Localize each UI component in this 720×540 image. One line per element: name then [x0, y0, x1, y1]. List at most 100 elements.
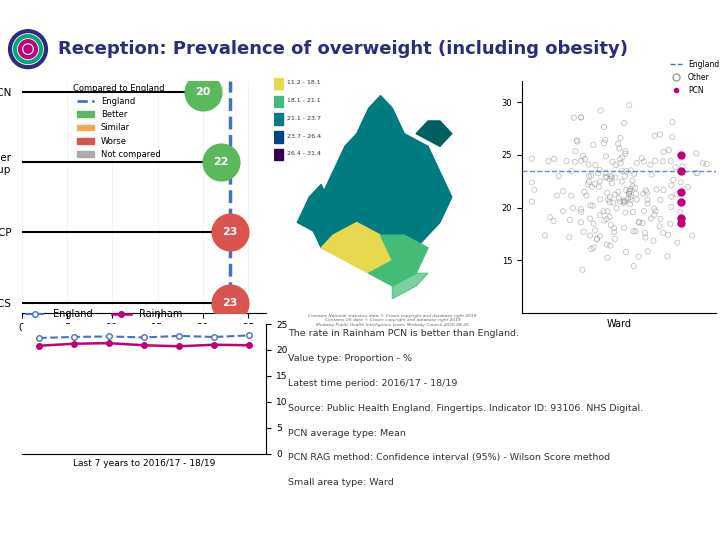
Point — [686, 231, 698, 240]
Text: Small area type: Ward: Small area type: Ward — [288, 478, 394, 487]
Point — [599, 136, 611, 144]
Point — [606, 172, 617, 180]
Point — [613, 144, 625, 153]
Point — [651, 73, 662, 82]
Point — [566, 167, 577, 176]
Point — [549, 154, 560, 163]
Point — [585, 231, 596, 240]
Point — [639, 207, 650, 215]
Point — [616, 177, 628, 186]
Point — [624, 189, 635, 198]
Point — [600, 152, 612, 160]
Text: 21.1 - 23.7: 21.1 - 23.7 — [287, 116, 320, 121]
Point — [690, 168, 701, 177]
Point — [629, 170, 640, 178]
Point — [619, 172, 631, 180]
Point — [618, 199, 629, 207]
Point — [592, 169, 603, 178]
Point — [639, 228, 651, 237]
Point — [614, 197, 626, 206]
X-axis label: Last 7 years to 2016/17 - 18/19: Last 7 years to 2016/17 - 18/19 — [73, 459, 215, 468]
Point — [594, 177, 606, 186]
Point — [671, 190, 683, 199]
Point — [585, 172, 597, 180]
Text: Value type: Proportion - %: Value type: Proportion - % — [288, 354, 412, 363]
Point — [601, 215, 613, 224]
Point — [561, 157, 572, 165]
Point — [548, 217, 559, 225]
Point — [640, 186, 652, 194]
Point — [598, 207, 609, 215]
Point — [590, 161, 601, 170]
Point — [637, 190, 649, 198]
Point — [586, 183, 598, 191]
Text: PCN average type: Mean: PCN average type: Mean — [288, 429, 406, 437]
Point — [584, 214, 595, 223]
Text: 23.7 - 26.4: 23.7 - 26.4 — [287, 134, 321, 139]
Point — [626, 176, 638, 185]
Point — [654, 195, 666, 204]
Point — [633, 252, 644, 261]
Point — [579, 155, 590, 164]
Point — [618, 196, 629, 205]
Point — [618, 198, 630, 206]
Point — [649, 131, 660, 140]
Point — [667, 133, 678, 141]
Point — [604, 212, 616, 221]
Point — [577, 265, 588, 274]
Point — [526, 178, 537, 187]
Point — [587, 201, 598, 210]
Point — [605, 221, 616, 230]
Point — [657, 157, 668, 166]
Point — [692, 169, 703, 178]
Point — [526, 197, 537, 206]
Point — [650, 207, 662, 215]
Point — [667, 176, 679, 184]
Point — [583, 178, 595, 186]
Text: 23: 23 — [222, 298, 238, 308]
Point — [604, 174, 616, 183]
Text: 11.2 - 18.1: 11.2 - 18.1 — [287, 80, 320, 85]
Point — [610, 173, 621, 182]
Point — [589, 180, 600, 188]
Point — [575, 218, 587, 227]
Point — [675, 219, 687, 228]
Point — [627, 208, 639, 217]
Point — [588, 219, 599, 228]
Polygon shape — [416, 121, 452, 146]
Point — [682, 183, 693, 191]
Point — [657, 228, 669, 237]
Point — [553, 172, 564, 180]
Point — [613, 187, 624, 196]
Point — [594, 195, 606, 204]
Text: Contains National statistics data © Crown copyright and database right 2019
Cont: Contains National statistics data © Crow… — [308, 314, 477, 327]
Point — [675, 178, 686, 187]
Point — [617, 153, 629, 161]
Point — [603, 195, 614, 204]
Point — [613, 194, 624, 202]
Point — [639, 233, 651, 242]
Point — [642, 188, 653, 197]
Point — [665, 219, 676, 228]
Polygon shape — [357, 96, 405, 146]
Point — [662, 252, 673, 261]
Polygon shape — [310, 133, 452, 248]
Text: 32: 32 — [6, 9, 21, 19]
Point — [625, 195, 636, 204]
Point — [621, 248, 632, 256]
Point — [613, 139, 624, 148]
Point — [625, 193, 636, 201]
Point — [215, 158, 227, 166]
Point — [569, 158, 580, 166]
Point — [528, 185, 540, 194]
Point — [585, 245, 597, 253]
Point — [552, 191, 563, 200]
Point — [601, 188, 613, 197]
Point — [600, 173, 611, 181]
Point — [701, 160, 712, 168]
Point — [225, 298, 236, 307]
Point — [609, 190, 621, 199]
Point — [609, 235, 621, 244]
Point — [594, 166, 606, 174]
Point — [606, 179, 618, 187]
